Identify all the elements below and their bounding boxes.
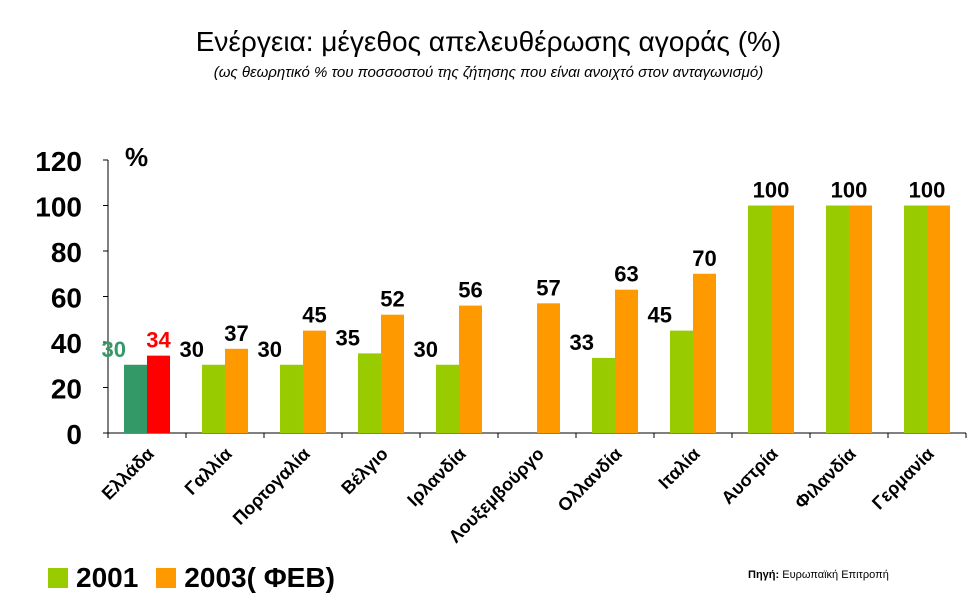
x-tick-label: Γερμανία: [868, 444, 938, 514]
data-label: 45: [302, 303, 326, 328]
data-label: 100: [753, 178, 790, 203]
y-axis-label: %: [125, 142, 148, 172]
bar-2001-2: [280, 364, 303, 433]
bar-2003-0: [147, 355, 170, 433]
bar-2001-6: [592, 357, 615, 433]
bar-2001-4: [436, 364, 459, 433]
bar-2003-10: [927, 205, 950, 433]
data-label: 56: [458, 278, 482, 303]
bar-2001-0: [124, 364, 147, 433]
y-tick-label: 80: [51, 237, 82, 268]
legend-label-2003: 2003( ΦΕΒ): [184, 562, 335, 593]
data-label: 57: [536, 275, 560, 300]
data-label: 30: [258, 337, 282, 362]
chart-title: Ενέργεια: μέγεθος απελευθέρωσης αγοράς (…: [195, 26, 782, 57]
bar-2003-2: [303, 330, 326, 433]
legend-label-2001: 2001: [76, 562, 139, 593]
data-label: 33: [570, 330, 594, 355]
legend-item-2003: 2003( ΦΕΒ): [156, 562, 335, 594]
y-tick-label: 0: [66, 419, 82, 450]
data-label: 30: [102, 337, 126, 362]
source-note: Πηγή: Ευρωπαϊκή Επιτροπή: [748, 569, 889, 581]
y-tick-label: 20: [51, 374, 82, 405]
data-label: 30: [180, 337, 204, 362]
chart-subtitle: (ως θεωρητικό % του ποσσοστού της ζήτηση…: [213, 64, 764, 81]
source-text: Ευρωπαϊκή Επιτροπή: [782, 569, 889, 581]
source-label: Πηγή:: [748, 569, 780, 581]
bar-2001-3: [358, 353, 381, 433]
y-tick-label: 100: [35, 192, 82, 223]
legend-item-2001: 2001: [48, 562, 138, 594]
y-tick-label: 120: [35, 146, 82, 177]
bar-2003-5: [537, 303, 560, 433]
bar-2001-1: [202, 364, 225, 433]
data-label: 35: [336, 325, 360, 350]
bar-2003-9: [849, 205, 872, 433]
y-tick-label: 60: [51, 283, 82, 314]
x-tick-label: Ιταλία: [655, 444, 704, 493]
x-tick-label: Ιρλανδία: [403, 444, 469, 510]
legend-swatch-2003: [156, 568, 177, 588]
data-label: 70: [692, 246, 716, 271]
x-tick-label: Γαλλία: [181, 444, 236, 499]
x-tick-label: Βέλγιο: [337, 444, 392, 499]
data-label: 30: [414, 337, 438, 362]
x-tick-label: Ελλάδα: [98, 444, 158, 504]
bar-2003-6: [615, 289, 638, 433]
x-tick-label: Φιλανδία: [791, 444, 860, 513]
bar-2001-8: [748, 205, 771, 433]
bar-2003-4: [459, 305, 482, 433]
bar-2003-7: [693, 273, 716, 433]
bar-2001-7: [670, 330, 693, 433]
bar-2003-8: [771, 205, 794, 433]
bar-2001-10: [904, 205, 927, 433]
x-tick-label: Πορτογαλία: [229, 444, 314, 529]
x-tick-label: Αυστρία: [717, 444, 781, 508]
data-label: 52: [380, 287, 404, 312]
data-label: 37: [224, 321, 248, 346]
bar-2001-9: [826, 205, 849, 433]
y-tick-label: 40: [51, 328, 82, 359]
bar-2003-1: [225, 348, 248, 433]
data-label: 63: [614, 262, 638, 287]
data-label: 45: [648, 303, 672, 328]
legend-swatch-2001: [48, 568, 68, 588]
x-tick-label: Ολλανδία: [554, 444, 626, 516]
data-label: 100: [831, 178, 868, 203]
bar-2003-3: [381, 314, 404, 433]
legend: 2001 2003( ΦΕΒ): [48, 562, 353, 594]
data-label: 100: [909, 178, 946, 203]
data-label: 34: [146, 328, 171, 353]
